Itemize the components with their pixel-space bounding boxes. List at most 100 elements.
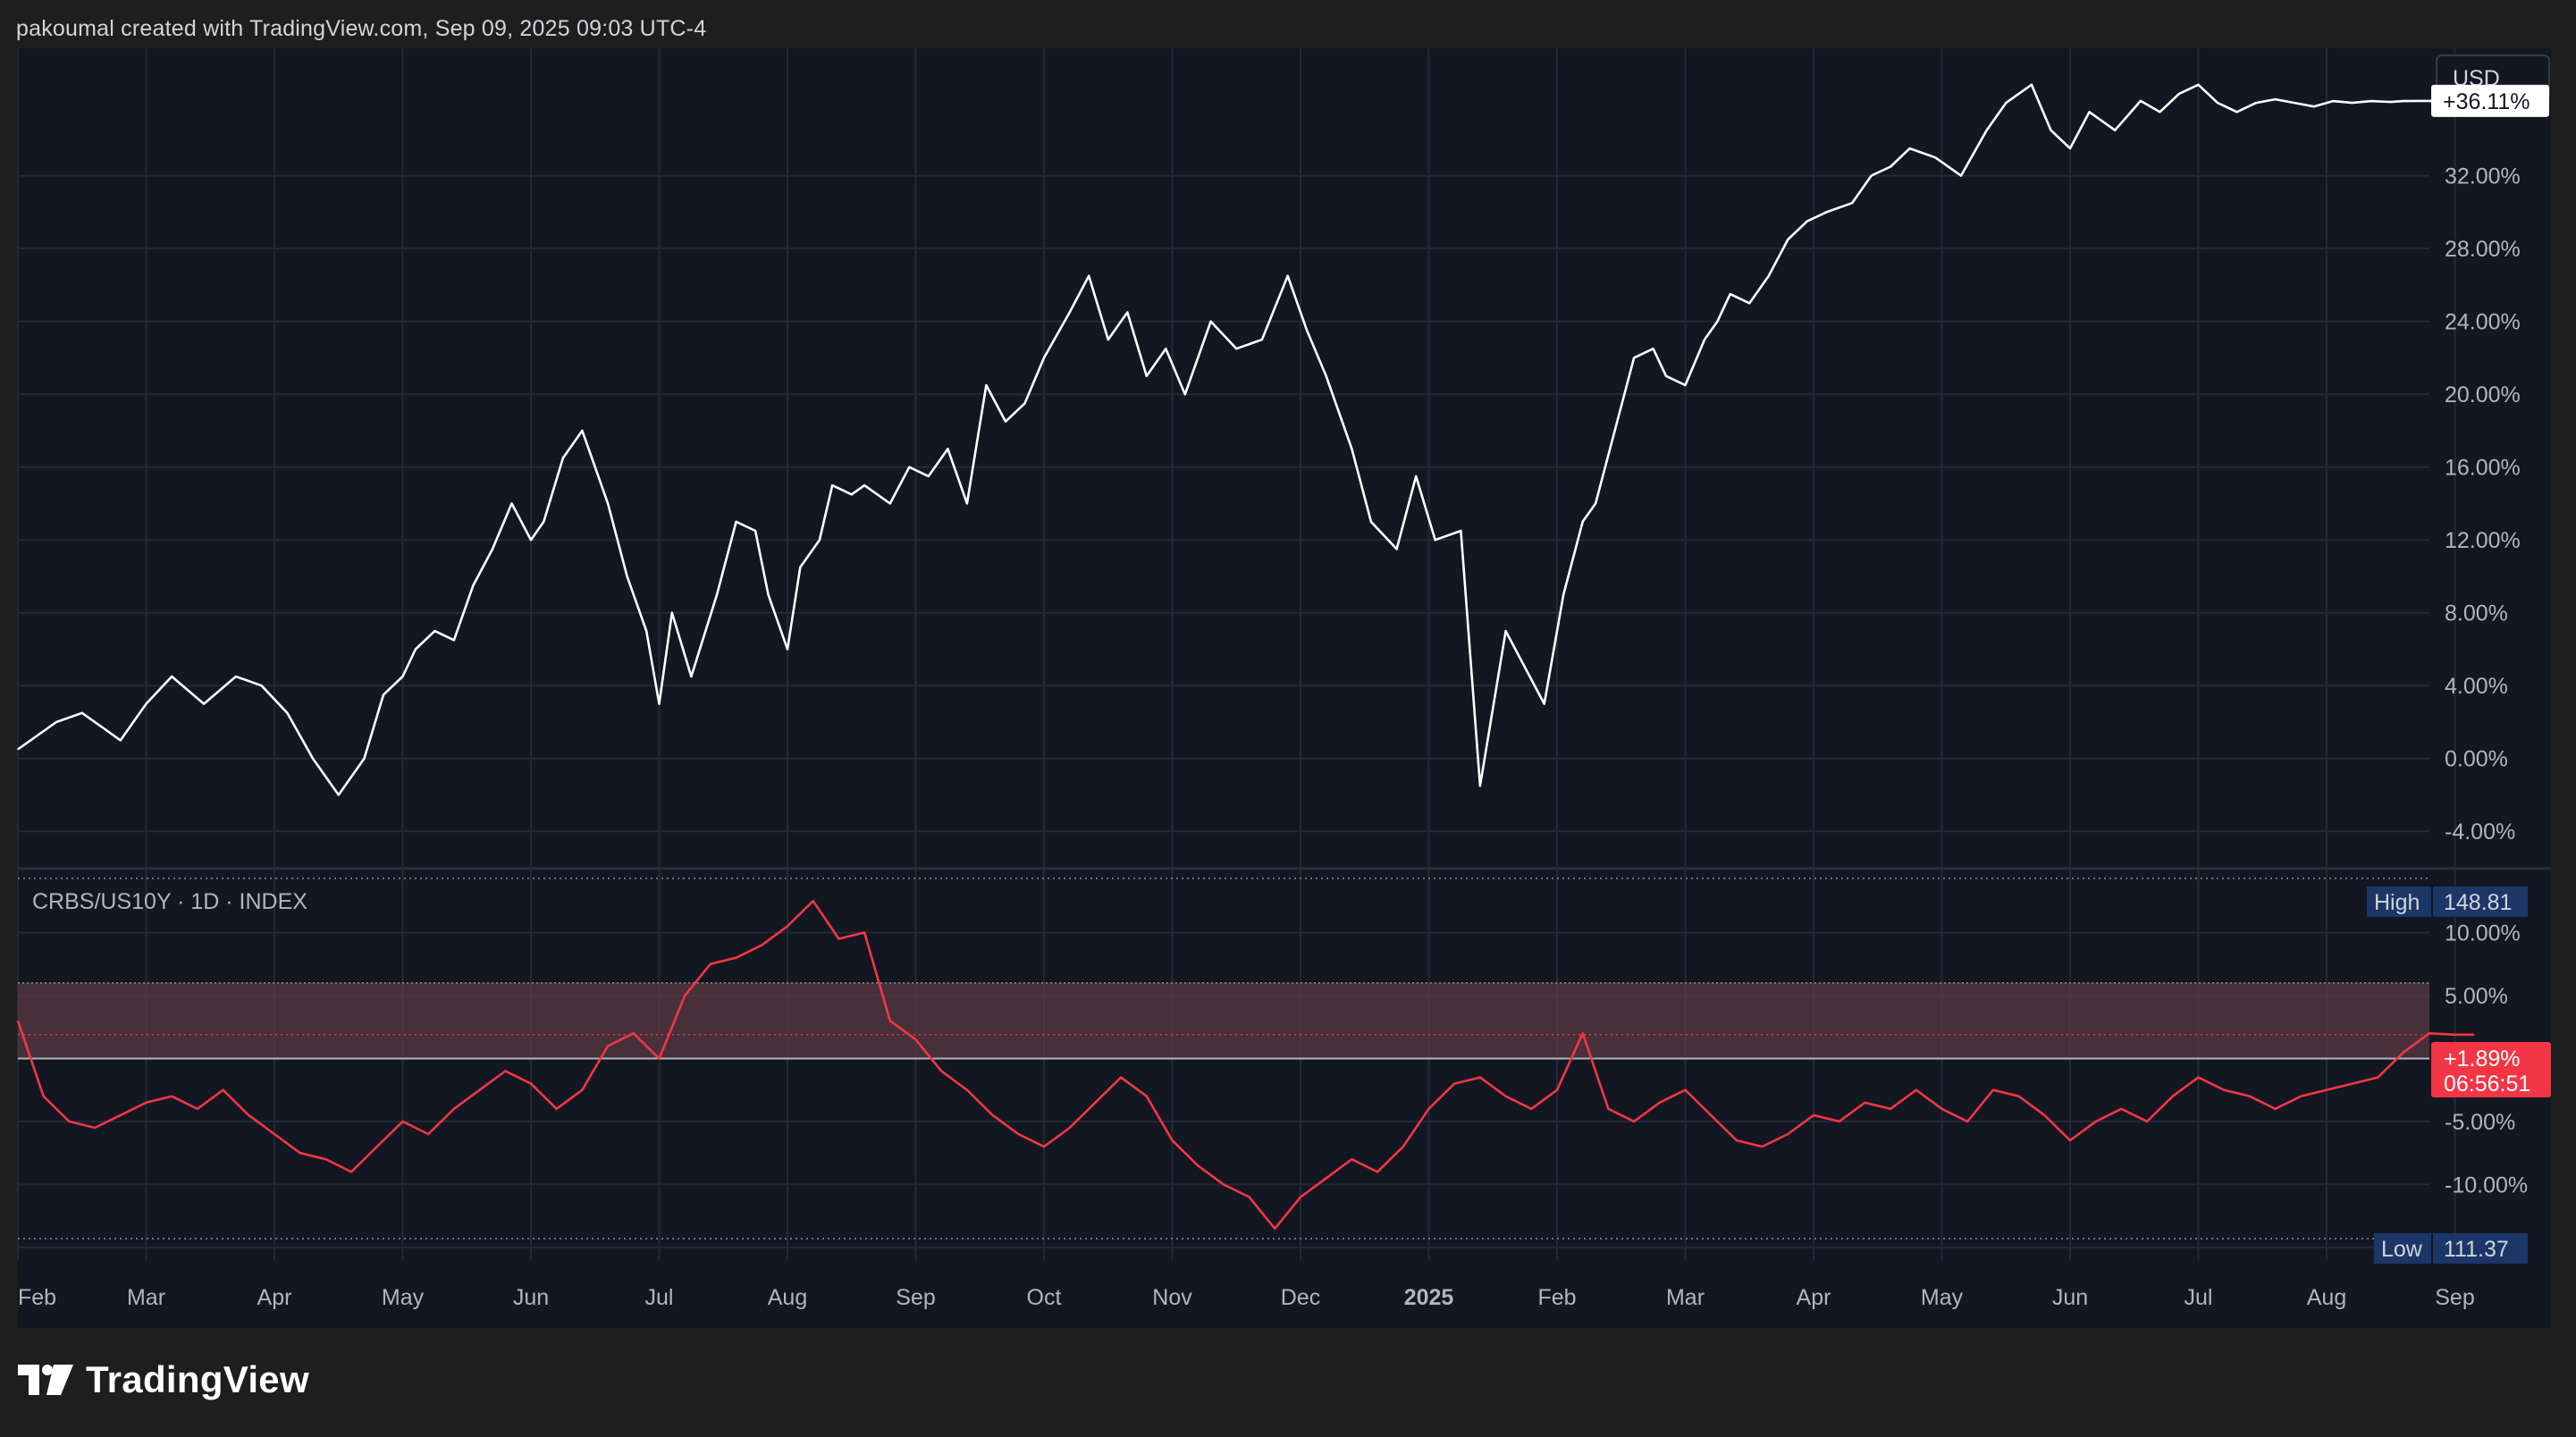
lower-series-line-point (1171, 1139, 1174, 1141)
lower-series-line-point (863, 931, 865, 934)
upper-series-line-point (2294, 102, 2295, 104)
lower-series-line-point (1197, 1164, 1199, 1166)
lower-series-line-point (1094, 1102, 1096, 1104)
lower-series-line-point (2473, 1034, 2475, 1036)
upper-series-line-point (1146, 375, 1148, 377)
lower-series-line-point (1736, 1139, 1738, 1141)
tradingview-logo[interactable]: TradingView (18, 1358, 309, 1401)
lower-series-line-point (1351, 1158, 1352, 1160)
upper-series-line-point (415, 648, 417, 651)
time-axis-label: May (382, 1285, 425, 1310)
lower-series-line-point (2172, 1096, 2174, 1097)
upper-series-line-point (2235, 111, 2238, 113)
time-axis-label: Mar (127, 1285, 165, 1310)
upper-series-line-point (1005, 421, 1006, 423)
lower-series-line-point (1505, 1096, 1507, 1097)
upper-y-tick-label: 4.00% (2445, 674, 2508, 699)
lower-series-line-point (2069, 1139, 2071, 1141)
time-axis-label: Jun (513, 1285, 549, 1310)
upper-series-line-point (767, 593, 770, 595)
time-axis-label: Aug (2307, 1285, 2346, 1310)
lower-series-line-point (1966, 1121, 1968, 1122)
upper-series-line-point (1069, 311, 1071, 314)
upper-series-line-point (2031, 84, 2033, 86)
lower-series-line-point (2146, 1121, 2148, 1122)
lower-series-line-point (68, 1121, 70, 1122)
upper-series-line-point (1562, 593, 1564, 595)
upper-y-tick-label: 24.00% (2445, 310, 2521, 335)
upper-series-line-point (2197, 84, 2200, 86)
lower-series-line-point (556, 1108, 558, 1110)
upper-series-line-point (1088, 275, 1090, 277)
lower-series-line-point (1992, 1089, 1994, 1091)
lower-series-line-point (1710, 1114, 1712, 1116)
lower-pane-background[interactable] (18, 870, 2429, 1260)
upper-current-value-label: +36.11% (2443, 89, 2530, 114)
lower-series-line-point (633, 1032, 635, 1034)
lower-series-line-point (2403, 1051, 2404, 1054)
upper-series-line-point (1415, 475, 1417, 477)
lower-series-line-point (2326, 1089, 2328, 1091)
upper-series-line-point (889, 502, 891, 505)
upper-series-line-point (1748, 302, 1750, 304)
time-axis-background[interactable] (18, 1260, 2551, 1328)
lower-series-line-point (1890, 1108, 1891, 1110)
upper-series-line-point (831, 484, 833, 486)
upper-series-line-point (543, 521, 544, 523)
upper-series-line-point (1704, 339, 1705, 340)
lower-series-line-point (1659, 1102, 1661, 1104)
lower-y-tick-label: -5.00% (2445, 1110, 2515, 1135)
upper-series-line-point (1684, 384, 1687, 386)
tradingview-logo-text: TradingView (86, 1358, 309, 1400)
lower-series-line-point (1530, 1108, 1532, 1110)
upper-series-line-point (1582, 521, 1584, 523)
lower-series-line-point (658, 1057, 661, 1060)
time-axis-label: Feb (18, 1285, 56, 1310)
lower-series-line-point (324, 1158, 326, 1160)
time-axis-label: Sep (2435, 1285, 2474, 1310)
upper-series-line-point (286, 712, 288, 714)
lower-series-line-point (171, 1096, 173, 1097)
upper-series-line-point (1544, 703, 1545, 705)
lower-y-tick-label: -10.00% (2445, 1172, 2528, 1198)
tradingview-logo-icon (18, 1365, 73, 1395)
time-axis-label: May (1921, 1285, 1964, 1310)
upper-series-line-point (1126, 311, 1128, 314)
lower-series-line-point (966, 1089, 968, 1091)
lower-series-line-point (145, 1102, 147, 1104)
lower-series-line-point (2249, 1096, 2251, 1097)
lower-series-line-point (1582, 1032, 1584, 1034)
upper-series-line-point (2159, 111, 2161, 113)
time-axis-label: Jul (2185, 1285, 2213, 1310)
upper-series-line-point (736, 521, 737, 523)
upper-series-line-point (863, 484, 865, 486)
upper-series-line-point (81, 712, 83, 714)
lower-series-line-point (992, 1114, 994, 1116)
upper-pane-background[interactable] (18, 48, 2429, 868)
lower-series-line-point (2095, 1121, 2097, 1122)
upper-series-line-point (1261, 339, 1263, 340)
lower-series-line-point (2223, 1089, 2225, 1091)
time-axis-label: Nov (1152, 1285, 1192, 1310)
upper-series-line-point (2370, 100, 2372, 102)
lower-series-line-point (838, 937, 840, 940)
price-axis-upper[interactable] (2429, 48, 2551, 868)
lower-series-line-point (427, 1133, 429, 1135)
low-tag: Low 111.37 (2374, 1233, 2528, 1264)
high-tag: High 148.81 (2367, 887, 2528, 917)
lower-series-line-point (1479, 1076, 1481, 1079)
upper-y-tick-label: 32.00% (2445, 164, 2521, 189)
upper-series-line-point (1184, 393, 1186, 395)
upper-series-line-point (1806, 220, 1808, 223)
upper-series-line-point (145, 703, 147, 705)
lower-series-line-point (2300, 1096, 2302, 1097)
upper-series-line-point (1351, 448, 1352, 450)
lower-y-tick-label: 10.00% (2445, 920, 2521, 945)
upper-series-line-point (1665, 375, 1667, 377)
upper-series-line-point (2352, 102, 2353, 104)
upper-series-line-point (658, 703, 661, 705)
high-tag-value: 148.81 (2444, 890, 2512, 915)
lower-series-line-point (453, 1108, 455, 1110)
upper-series-line-point (2005, 102, 2007, 104)
